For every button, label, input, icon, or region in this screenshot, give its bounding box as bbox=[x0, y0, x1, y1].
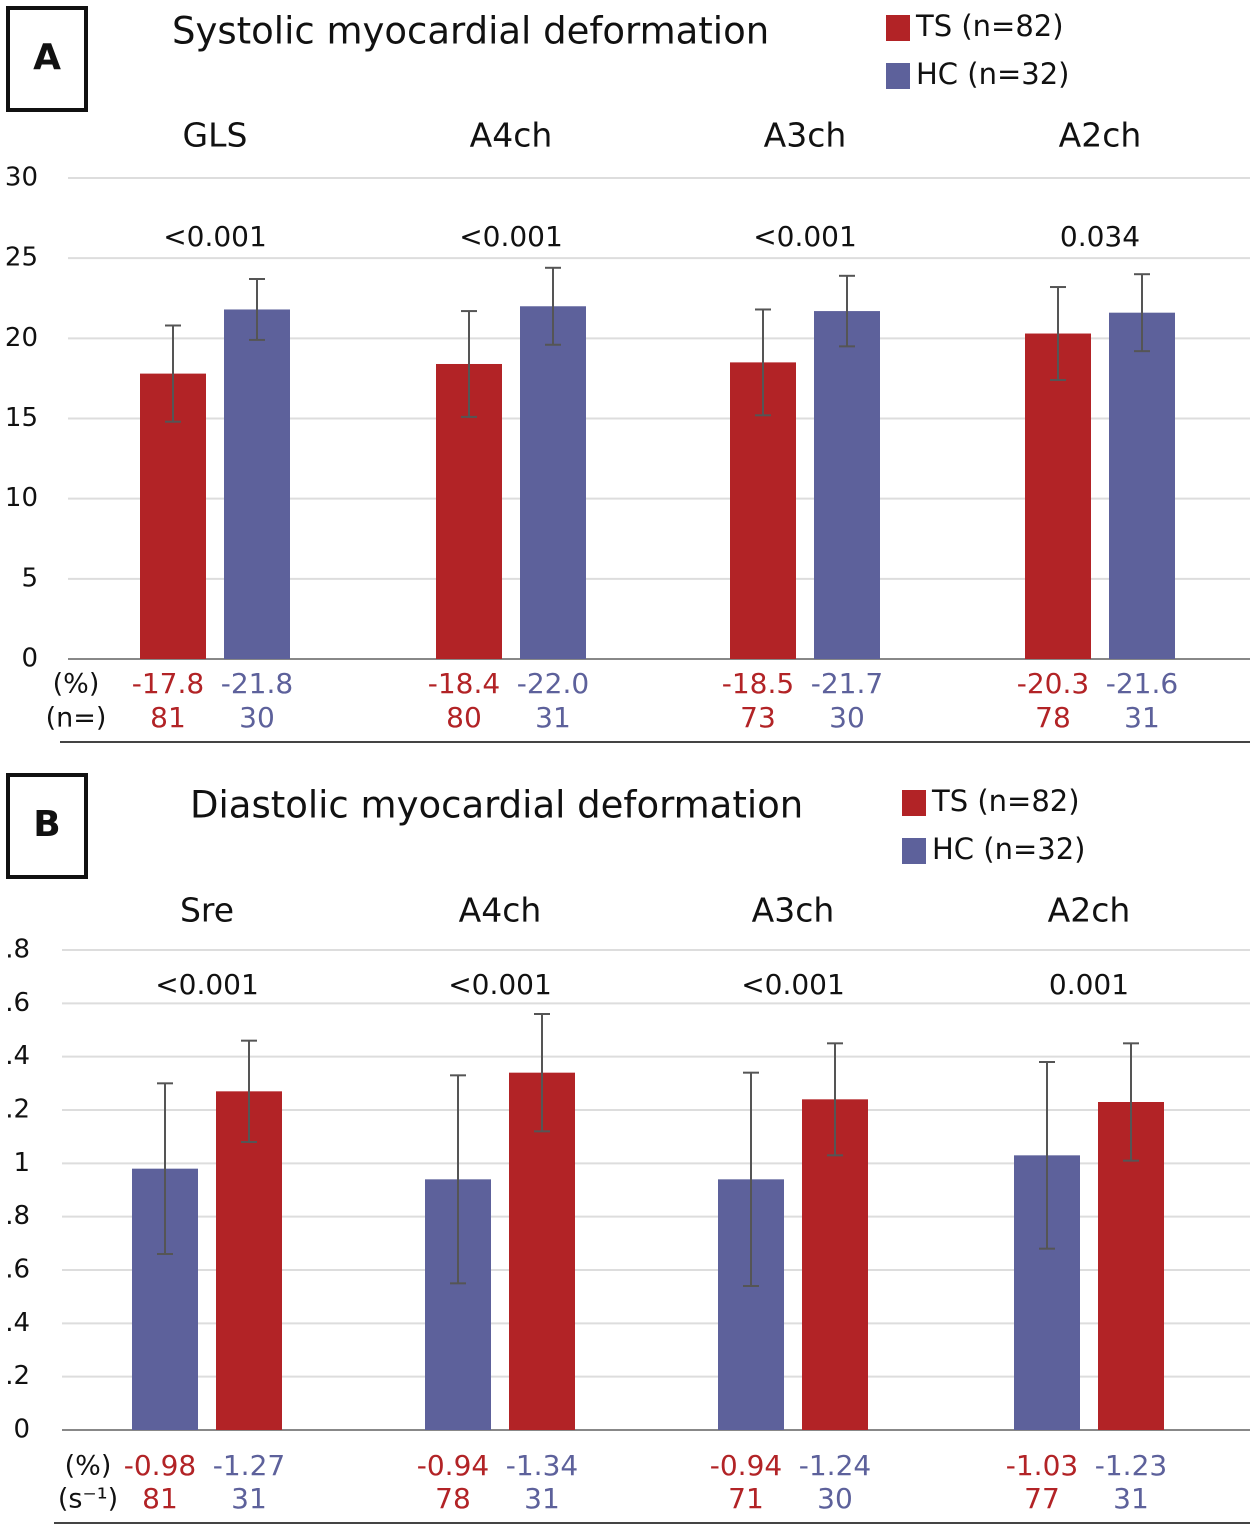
value-label: -1.34 bbox=[506, 1449, 578, 1482]
category-label: A4ch bbox=[470, 116, 553, 155]
legend-swatch bbox=[886, 63, 910, 89]
row-label: (%) bbox=[65, 1451, 112, 1482]
n-label: 80 bbox=[446, 701, 482, 734]
y-tick-label: .8 bbox=[5, 935, 30, 965]
legend-swatch bbox=[902, 790, 926, 816]
y-tick-label: .6 bbox=[5, 988, 30, 1018]
value-label: -0.98 bbox=[124, 1449, 196, 1482]
n-label: 77 bbox=[1024, 1482, 1060, 1515]
bar bbox=[1109, 312, 1175, 659]
n-label: 71 bbox=[728, 1482, 764, 1515]
n-label: 31 bbox=[1124, 701, 1160, 734]
n-label: 31 bbox=[1113, 1482, 1149, 1515]
y-tick-label: 20 bbox=[5, 323, 38, 353]
value-label: -18.5 bbox=[722, 667, 794, 700]
legend-label: HC (n=32) bbox=[932, 832, 1085, 866]
p-value: <0.001 bbox=[448, 968, 552, 1001]
y-tick-label: 0 bbox=[21, 644, 38, 674]
n-label: 30 bbox=[239, 701, 275, 734]
y-tick-label: 30 bbox=[5, 163, 38, 193]
y-tick-label: .4 bbox=[5, 1041, 30, 1071]
legend-label: HC (n=32) bbox=[916, 57, 1069, 91]
value-label: -0.94 bbox=[417, 1449, 489, 1482]
value-label: -1.03 bbox=[1006, 1449, 1078, 1482]
value-label: -18.4 bbox=[428, 667, 500, 700]
n-label: 78 bbox=[435, 1482, 471, 1515]
category-label: A2ch bbox=[1048, 891, 1131, 930]
value-label: -21.7 bbox=[811, 667, 883, 700]
panel-label: A bbox=[33, 37, 61, 78]
chart-title: Systolic myocardial deformation bbox=[172, 10, 769, 53]
category-label: A2ch bbox=[1059, 116, 1142, 155]
bar bbox=[814, 311, 880, 659]
y-tick-label: .8 bbox=[5, 1201, 30, 1231]
value-label: -1.23 bbox=[1095, 1449, 1167, 1482]
p-value: 0.001 bbox=[1049, 968, 1129, 1001]
n-label: 31 bbox=[524, 1482, 560, 1515]
panel-label: B bbox=[33, 804, 60, 845]
legend-swatch bbox=[886, 15, 910, 41]
value-label: -0.94 bbox=[710, 1449, 782, 1482]
bar bbox=[520, 306, 586, 659]
n-label: 30 bbox=[829, 701, 865, 734]
p-value: <0.001 bbox=[163, 220, 267, 253]
panel-box bbox=[6, 6, 88, 112]
n-label: 31 bbox=[231, 1482, 267, 1515]
y-tick-label: 10 bbox=[5, 483, 38, 513]
category-label: GLS bbox=[183, 116, 248, 155]
value-label: -1.27 bbox=[213, 1449, 285, 1482]
chart-title: Diastolic myocardial deformation bbox=[190, 784, 803, 827]
row-label: (%) bbox=[53, 669, 100, 700]
category-label: A4ch bbox=[459, 891, 542, 930]
n-label: 81 bbox=[142, 1482, 178, 1515]
y-tick-label: 5 bbox=[21, 563, 38, 593]
n-label: 81 bbox=[150, 701, 186, 734]
y-tick-label: 1 bbox=[13, 1148, 30, 1178]
value-label: -17.8 bbox=[132, 667, 204, 700]
n-label: 73 bbox=[740, 701, 776, 734]
p-value: <0.001 bbox=[459, 220, 563, 253]
category-label: A3ch bbox=[764, 116, 847, 155]
legend-label: TS (n=82) bbox=[915, 9, 1064, 43]
p-value: <0.001 bbox=[155, 968, 259, 1001]
p-value: 0.034 bbox=[1060, 220, 1140, 253]
y-tick-label: .2 bbox=[5, 1361, 30, 1391]
n-label: 31 bbox=[535, 701, 571, 734]
n-label: 78 bbox=[1035, 701, 1071, 734]
y-tick-label: .4 bbox=[5, 1308, 30, 1338]
legend-swatch bbox=[902, 838, 926, 864]
bar bbox=[1025, 333, 1091, 659]
bar bbox=[216, 1091, 282, 1430]
p-value: <0.001 bbox=[741, 968, 845, 1001]
row-label: (n=) bbox=[46, 703, 107, 734]
row-label: (s⁻¹) bbox=[58, 1484, 118, 1515]
value-label: -1.24 bbox=[799, 1449, 871, 1482]
panel-box bbox=[6, 773, 88, 879]
category-label: A3ch bbox=[752, 891, 835, 930]
value-label: -21.8 bbox=[221, 667, 293, 700]
y-tick-label: 0 bbox=[13, 1415, 30, 1445]
value-label: -21.6 bbox=[1106, 667, 1178, 700]
category-label: Sre bbox=[180, 891, 234, 930]
y-tick-label: .6 bbox=[5, 1255, 30, 1285]
y-tick-label: .2 bbox=[5, 1095, 30, 1125]
value-label: -22.0 bbox=[517, 667, 589, 700]
p-value: <0.001 bbox=[753, 220, 857, 253]
y-tick-label: 25 bbox=[5, 243, 38, 273]
value-label: -20.3 bbox=[1017, 667, 1089, 700]
n-label: 30 bbox=[817, 1482, 853, 1515]
y-tick-label: 15 bbox=[5, 403, 38, 433]
bar bbox=[224, 309, 290, 659]
legend-label: TS (n=82) bbox=[931, 784, 1080, 818]
